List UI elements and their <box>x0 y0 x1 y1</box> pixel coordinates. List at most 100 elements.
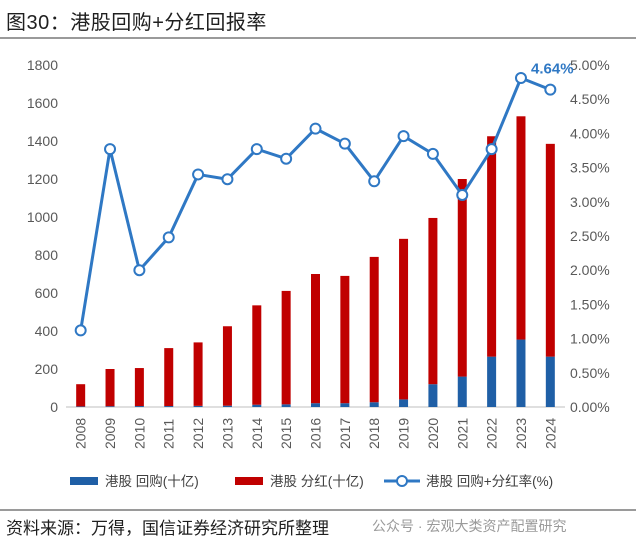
x-tick-label: 2014 <box>249 418 265 449</box>
title-divider <box>0 37 636 39</box>
legend-label-line: 港股 回购+分红率(%) <box>426 473 553 489</box>
bar-dividend-2012 <box>193 342 203 406</box>
left-tick-label: 1600 <box>27 95 58 111</box>
bar-buyback-2016 <box>311 403 320 407</box>
left-axis: 0 200 400 600 800 1000 1200 1400 1600 1800 <box>27 57 58 415</box>
bar-buyback-2021 <box>457 376 467 407</box>
right-tick-label: 0.50% <box>570 365 610 381</box>
bar-buyback-2019 <box>399 399 409 407</box>
annotation-label: 4.64% <box>531 61 574 78</box>
left-tick-label: 600 <box>35 285 59 301</box>
right-tick-label: 5.00% <box>570 57 610 73</box>
bar-dividend-2018 <box>369 256 379 403</box>
right-tick-label: 2.00% <box>570 262 610 278</box>
rate-point-2017 <box>338 137 351 150</box>
bar-buyback-2020 <box>428 384 438 407</box>
watermark: 公众号 · 宏观大类资产配置研究 <box>372 518 567 534</box>
rate-point-2022 <box>485 143 498 156</box>
x-tick-label: 2023 <box>513 418 529 449</box>
right-tick-label: 3.50% <box>570 160 610 176</box>
bar-buyback-2012 <box>193 405 203 407</box>
bar-dividend-2024 <box>545 143 555 357</box>
bar-buyback-2024 <box>545 356 555 407</box>
rate-point-2024 <box>544 83 557 96</box>
legend-marker-line <box>396 475 408 487</box>
right-tick-label: 1.50% <box>570 296 610 312</box>
rate-point-2019 <box>397 130 410 143</box>
right-tick-label: 4.50% <box>570 91 610 107</box>
legend-swatch-dividend <box>235 477 263 485</box>
rate-point-2018 <box>368 175 381 188</box>
legend: 港股 回购(十亿) 港股 分红(十亿) 港股 回购+分红率(%) <box>70 473 553 489</box>
rate-point-2008 <box>74 324 87 337</box>
rate-point-2020 <box>426 147 439 160</box>
left-tick-label: 1400 <box>27 133 58 149</box>
rate-point-2009 <box>104 143 117 156</box>
rate-point-2016 <box>309 122 322 135</box>
bar-buyback-2009 <box>105 406 115 407</box>
bar-dividend-2016 <box>311 274 320 404</box>
x-tick-label: 2012 <box>190 418 206 449</box>
bar-dividend-2022 <box>487 136 497 357</box>
x-tick-label: 2020 <box>425 418 441 449</box>
rate-point-2014 <box>250 143 263 156</box>
bar-dividend-2020 <box>428 217 438 385</box>
rate-point-2015 <box>280 152 293 165</box>
bar-dividend-2021 <box>457 179 467 377</box>
x-tick-label: 2018 <box>366 418 382 449</box>
x-tick-label: 2016 <box>308 418 324 449</box>
x-tick-label: 2008 <box>73 418 89 449</box>
source-note: 资料来源：万得，国信证券经济研究所整理 <box>6 519 329 538</box>
x-tick-label: 2015 <box>278 418 294 449</box>
bar-dividend-2019 <box>399 238 409 400</box>
line-series <box>74 71 557 337</box>
right-tick-label: 0.00% <box>570 399 610 415</box>
right-tick-label: 3.00% <box>570 194 610 210</box>
left-tick-label: 1000 <box>27 209 58 225</box>
left-tick-label: 1200 <box>27 171 58 187</box>
bar-dividend-2011 <box>164 348 174 407</box>
bar-buyback-2011 <box>164 406 174 407</box>
source-divider <box>0 509 636 511</box>
rate-point-2013 <box>221 173 234 186</box>
bar-buyback-2014 <box>252 404 262 407</box>
figure-title: 图30：港股回购+分红回报率 <box>6 12 267 34</box>
x-tick-label: 2022 <box>484 418 500 449</box>
bar-dividend-2023 <box>516 116 526 340</box>
x-tick-label: 2011 <box>161 419 177 449</box>
bar-dividend-2017 <box>340 275 350 404</box>
rate-point-2011 <box>162 231 175 244</box>
bar-buyback-2023 <box>516 339 526 407</box>
bar-dividend-2009 <box>105 369 115 407</box>
bar-buyback-2010 <box>134 406 144 407</box>
x-axis: 2008 2009 2010 2011 2012 2013 2014 2015 2016 2017… <box>73 418 559 449</box>
legend-label-dividend: 港股 分红(十亿) <box>270 474 364 489</box>
legend-swatch-buyback <box>70 477 98 485</box>
bar-buyback-2018 <box>369 402 379 407</box>
rate-point-2012 <box>192 168 205 181</box>
bar-buyback-2015 <box>281 404 291 407</box>
bar-series <box>76 116 555 407</box>
right-axis: 0.00% 0.50% 1.00% 1.50% 2.00% 2.50% 3.00% 3.50%… <box>570 57 610 415</box>
bar-dividend-2013 <box>222 326 232 406</box>
right-tick-label: 4.00% <box>570 125 610 141</box>
bar-buyback-2013 <box>222 405 232 407</box>
x-tick-label: 2024 <box>542 418 558 449</box>
bar-dividend-2008 <box>76 384 86 407</box>
x-tick-label: 2021 <box>454 418 470 449</box>
bar-dividend-2015 <box>281 290 291 405</box>
x-tick-label: 2019 <box>396 418 412 449</box>
bar-dividend-2010 <box>134 368 144 407</box>
bar-buyback-2008 <box>76 406 86 407</box>
bar-buyback-2017 <box>340 403 350 407</box>
left-tick-label: 400 <box>35 323 59 339</box>
x-tick-label: 2017 <box>337 418 353 449</box>
rate-point-2023 <box>514 71 527 84</box>
x-tick-label: 2009 <box>102 418 118 449</box>
right-tick-label: 1.00% <box>570 331 610 347</box>
x-tick-label: 2010 <box>131 418 147 449</box>
x-tick-label: 2013 <box>219 418 235 449</box>
right-tick-label: 2.50% <box>570 228 610 244</box>
legend-label-buyback: 港股 回购(十亿) <box>105 474 199 489</box>
